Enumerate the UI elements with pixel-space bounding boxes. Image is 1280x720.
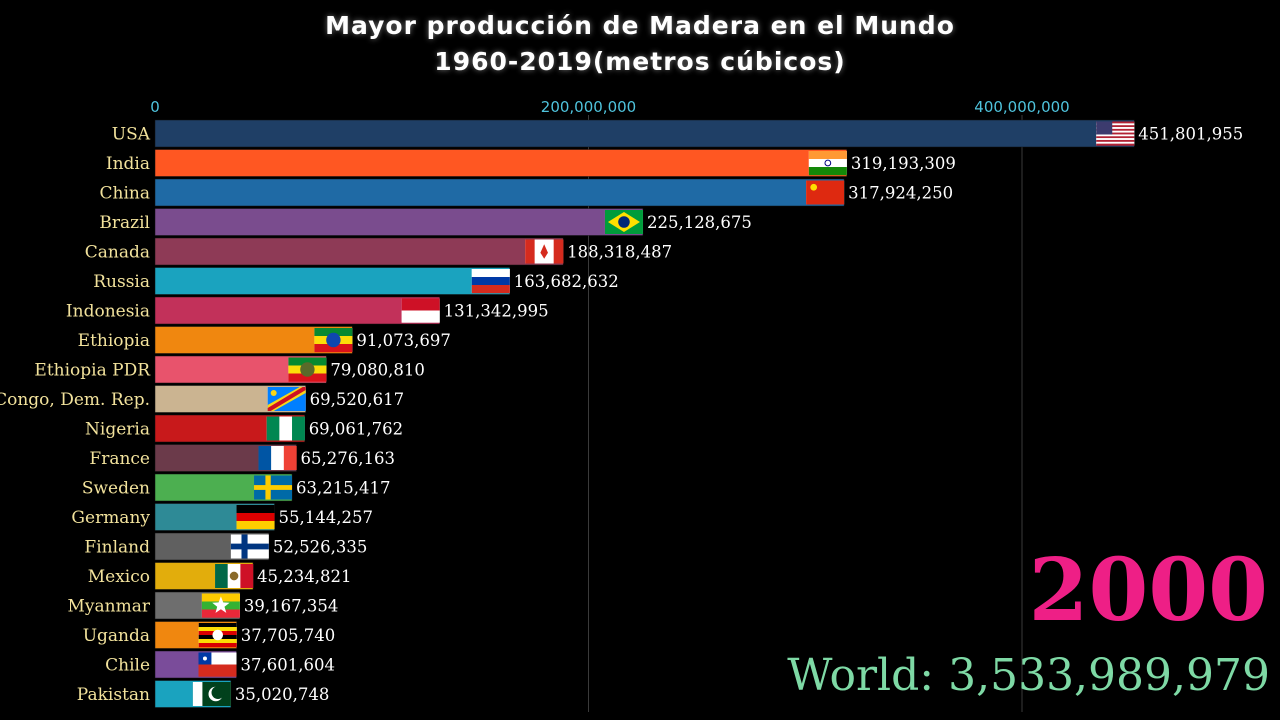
india-flag: [808, 151, 847, 176]
germany-flag: [236, 505, 275, 530]
indonesia-flag: [401, 298, 440, 323]
bar: [154, 267, 511, 295]
france-flag: [258, 446, 297, 470]
value-label: 163,682,632: [514, 272, 619, 291]
value-label: 91,073,697: [356, 331, 450, 350]
brazil-flag: [604, 210, 643, 234]
category-label: USA: [112, 125, 151, 145]
category-label: Chile: [105, 656, 150, 676]
ethiopia-flag: [314, 328, 353, 353]
category-label: Germany: [71, 508, 150, 528]
category-label: India: [106, 154, 150, 174]
title-line-2: 1960-2019(metros cúbicos): [434, 47, 846, 76]
x-tick-label: 400,000,000: [974, 98, 1069, 116]
usa-flag: [1096, 121, 1135, 146]
bar: [154, 208, 644, 236]
bar: [154, 149, 848, 177]
category-label: China: [100, 184, 150, 204]
x-tick-label: 200,000,000: [541, 98, 636, 116]
nigeria-flag: [266, 416, 305, 441]
myanmar-flag: [201, 593, 240, 618]
category-label: Mexico: [88, 567, 150, 587]
category-label: Indonesia: [66, 302, 150, 322]
ethiopia-pdr-flag: [288, 357, 327, 382]
value-label: 451,801,955: [1138, 125, 1243, 144]
congo-flag: [267, 387, 306, 411]
canada-flag: [525, 239, 564, 264]
sweden-flag: [254, 475, 293, 500]
category-label: Ethiopia PDR: [34, 361, 151, 381]
value-label: 35,020,748: [235, 685, 329, 704]
category-label: Sweden: [82, 479, 150, 499]
chart-title: Mayor producción de Madera en el Mundo 1…: [0, 8, 1280, 80]
category-label: Myanmar: [68, 597, 151, 617]
bar: [154, 237, 564, 266]
value-label: 55,144,257: [279, 508, 373, 527]
category-label: Canada: [85, 243, 150, 263]
chile-flag: [198, 652, 237, 677]
value-label: 79,080,810: [330, 361, 424, 380]
category-label: Pakistan: [77, 685, 150, 705]
world-value: 3,533,989,979: [948, 650, 1270, 701]
x-tick-label: 0: [150, 98, 160, 116]
category-label: Russia: [93, 272, 150, 292]
category-label: France: [89, 449, 150, 469]
category-label: Congo, Dem. Rep.: [0, 390, 150, 410]
value-label: 69,520,617: [310, 390, 404, 409]
value-label: 319,193,309: [851, 154, 956, 173]
title-line-1: Mayor producción de Madera en el Mundo: [325, 11, 955, 40]
mexico-flag: [215, 564, 254, 588]
value-label: 317,924,250: [848, 184, 953, 203]
value-label: 37,601,604: [241, 656, 335, 675]
category-label: Ethiopia: [78, 331, 150, 351]
value-label: 63,215,417: [296, 479, 390, 498]
russia-flag: [471, 269, 510, 294]
pakistan-flag: [192, 682, 231, 706]
value-label: 39,167,354: [244, 597, 338, 616]
value-label: 69,061,762: [309, 420, 403, 439]
value-label: 131,342,995: [444, 302, 549, 321]
china-flag: [806, 180, 845, 205]
world-label: World:: [787, 650, 935, 701]
value-label: 188,318,487: [567, 243, 672, 262]
category-label: Nigeria: [85, 420, 150, 440]
value-label: 52,526,335: [273, 538, 367, 557]
finland-flag: [230, 534, 269, 559]
value-label: 65,276,163: [300, 449, 394, 468]
world-total: World: 3,533,989,979: [787, 644, 1270, 708]
uganda-flag: [198, 623, 237, 648]
value-label: 225,128,675: [647, 213, 752, 232]
bar: [154, 296, 440, 325]
value-label: 37,705,740: [241, 626, 335, 645]
category-label: Brazil: [99, 213, 150, 233]
category-label: Finland: [84, 538, 150, 558]
bar: [154, 119, 1135, 148]
bar: [154, 178, 845, 207]
value-label: 45,234,821: [257, 567, 351, 586]
category-label: Uganda: [83, 626, 150, 646]
year-display: 2000: [1028, 540, 1268, 641]
